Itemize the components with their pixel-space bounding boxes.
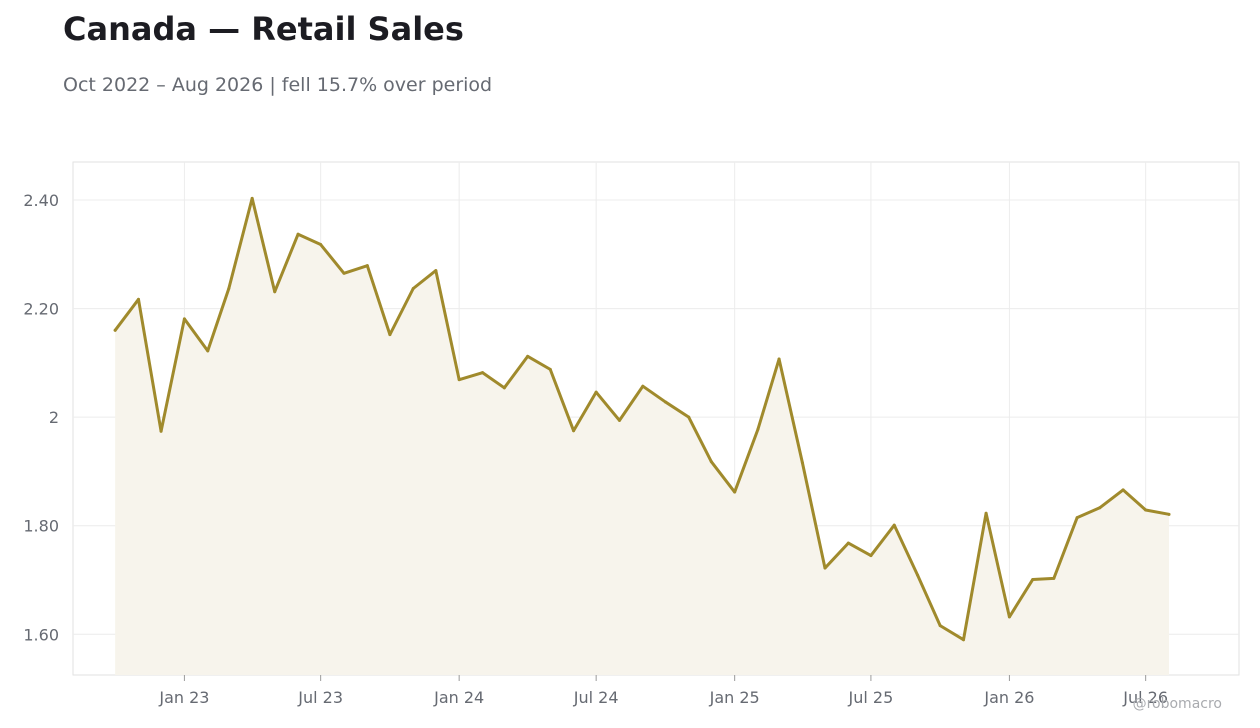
y-tick-label: 2 <box>49 408 59 427</box>
x-tick-label: Jul 24 <box>573 688 619 707</box>
data-point <box>777 357 781 361</box>
data-point <box>296 232 300 236</box>
data-point <box>434 269 438 273</box>
y-axis: 1.60 1.80 2 2.20 2.40 <box>23 191 59 644</box>
x-tick-label: Jul 23 <box>297 688 343 707</box>
data-point <box>961 638 965 642</box>
data-point <box>365 264 369 268</box>
data-point <box>526 354 530 358</box>
data-point <box>502 386 506 390</box>
data-point <box>641 384 645 388</box>
x-tick-label: Jul 26 <box>1122 688 1168 707</box>
data-point <box>319 243 323 247</box>
data-point <box>1075 516 1079 520</box>
data-point <box>938 624 942 628</box>
data-point <box>1052 576 1056 580</box>
x-tick-label: Jan 26 <box>983 688 1034 707</box>
x-tick-label: Jan 25 <box>709 688 760 707</box>
y-tick-label: 2.40 <box>23 191 59 210</box>
data-point <box>594 390 598 394</box>
data-point <box>182 317 186 321</box>
data-point <box>756 427 760 431</box>
watermark: @robomacro <box>1132 696 1222 712</box>
data-point <box>800 461 804 465</box>
data-point <box>733 490 737 494</box>
data-point <box>206 349 210 353</box>
data-point <box>1031 577 1035 581</box>
data-point <box>1167 512 1171 516</box>
data-point <box>1144 508 1148 512</box>
data-point <box>457 378 461 382</box>
data-point <box>250 196 254 200</box>
data-point <box>136 297 140 301</box>
data-point <box>687 415 691 419</box>
data-point <box>342 271 346 275</box>
data-point <box>548 367 552 371</box>
y-tick-label: 1.80 <box>23 517 59 536</box>
x-tick-label: Jan 23 <box>158 688 209 707</box>
chart-subtitle: Oct 2022 – Aug 2026 | fell 15.7% over pe… <box>63 74 493 96</box>
data-point <box>709 460 713 464</box>
data-point <box>892 523 896 527</box>
data-point <box>480 371 484 375</box>
data-point <box>823 566 827 570</box>
data-point <box>846 541 850 545</box>
data-point <box>388 333 392 337</box>
chart-title: Canada — Retail Sales <box>63 10 464 48</box>
data-point <box>1007 615 1011 619</box>
data-point <box>273 290 277 294</box>
data-point <box>916 573 920 577</box>
data-point <box>1121 488 1125 492</box>
area-fill <box>115 198 1169 675</box>
data-point <box>984 511 988 515</box>
data-point <box>663 400 667 404</box>
data-point <box>227 286 231 290</box>
data-points <box>113 196 1171 642</box>
data-point <box>617 418 621 422</box>
y-tick-label: 2.20 <box>23 300 59 319</box>
x-tick-label: Jan 24 <box>433 688 484 707</box>
data-point <box>113 328 117 332</box>
data-point <box>572 429 576 433</box>
data-point <box>411 286 415 290</box>
data-point <box>869 554 873 558</box>
data-point <box>159 429 163 433</box>
y-tick-label: 1.60 <box>23 625 59 644</box>
x-tick-label: Jul 25 <box>848 688 894 707</box>
x-axis: Jan 23 Jul 23 Jan 24 Jul 24 Jan 25 Jul 25 Jan … <box>158 675 1168 707</box>
data-point <box>1098 506 1102 510</box>
